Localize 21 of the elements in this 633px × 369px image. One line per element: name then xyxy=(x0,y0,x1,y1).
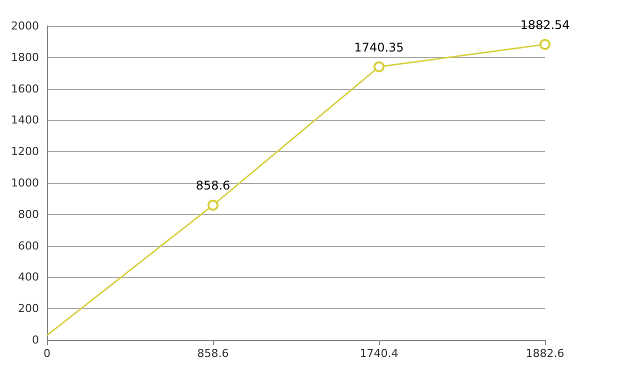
point xyxy=(374,61,384,72)
x-tick-label: 1740.4 xyxy=(360,347,398,360)
y-tick-label: 1800 xyxy=(10,50,39,64)
data-label: 1740.35 xyxy=(354,40,404,54)
y-tick-label: 1000 xyxy=(10,176,39,190)
data-label: 1882.54 xyxy=(520,18,570,32)
point xyxy=(208,200,218,211)
y-tick-label: 2000 xyxy=(10,20,39,32)
y-tick-label: 400 xyxy=(18,270,39,284)
y-tick-label: 800 xyxy=(18,208,39,221)
x-tick-label: 0 xyxy=(43,347,50,360)
x-tick-label: 858.6 xyxy=(197,347,229,360)
y-tick-label: 600 xyxy=(18,239,39,252)
x-tick-label: 1882.6 xyxy=(526,347,564,360)
y-tick-label: 1400 xyxy=(10,114,39,127)
data-label: 858.6 xyxy=(196,178,230,193)
y-tick-label: 0 xyxy=(32,334,39,346)
point xyxy=(540,38,550,50)
y-tick-label: 1200 xyxy=(10,145,39,158)
y-tick-label: 1600 xyxy=(10,82,39,96)
y-tick-label: 200 xyxy=(18,302,39,316)
